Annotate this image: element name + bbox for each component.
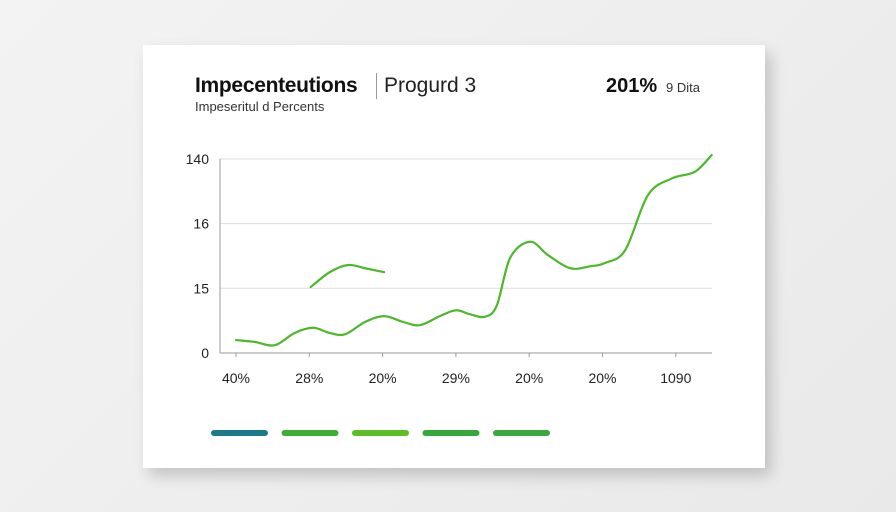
chart-title: Impecenteutions	[195, 74, 358, 97]
y-tick-label: 16	[193, 216, 209, 232]
y-tick-label: 140	[186, 151, 210, 167]
x-tick-label: 1090	[660, 370, 691, 386]
chart-title-secondary: Progurd 3	[384, 74, 477, 97]
series-line-1	[234, 153, 713, 347]
stat-label: 9 Dita	[666, 80, 700, 95]
legend-swatch	[422, 430, 480, 436]
legend-swatch	[493, 430, 550, 436]
x-tick-label: 28%	[295, 370, 323, 386]
title-divider	[376, 73, 377, 99]
legend-swatch	[211, 430, 268, 436]
legend-swatch	[281, 430, 339, 436]
stat-value: 201%	[606, 75, 658, 97]
x-tick-label: 20%	[369, 370, 397, 386]
legend-swatch	[352, 430, 409, 436]
chart-subtitle: Impeseritul d Percents	[195, 99, 325, 114]
x-tick-label: 20%	[588, 370, 616, 386]
x-tick-label: 29%	[442, 370, 470, 386]
chart-card: Impecenteutions Progurd 3 Impeseritul d …	[143, 45, 765, 468]
x-tick-label: 20%	[515, 370, 543, 386]
y-tick-label: 0	[201, 345, 209, 361]
x-tick-label: 40%	[222, 370, 250, 386]
y-tick-label: 15	[193, 280, 209, 296]
series-line-2	[309, 263, 386, 289]
